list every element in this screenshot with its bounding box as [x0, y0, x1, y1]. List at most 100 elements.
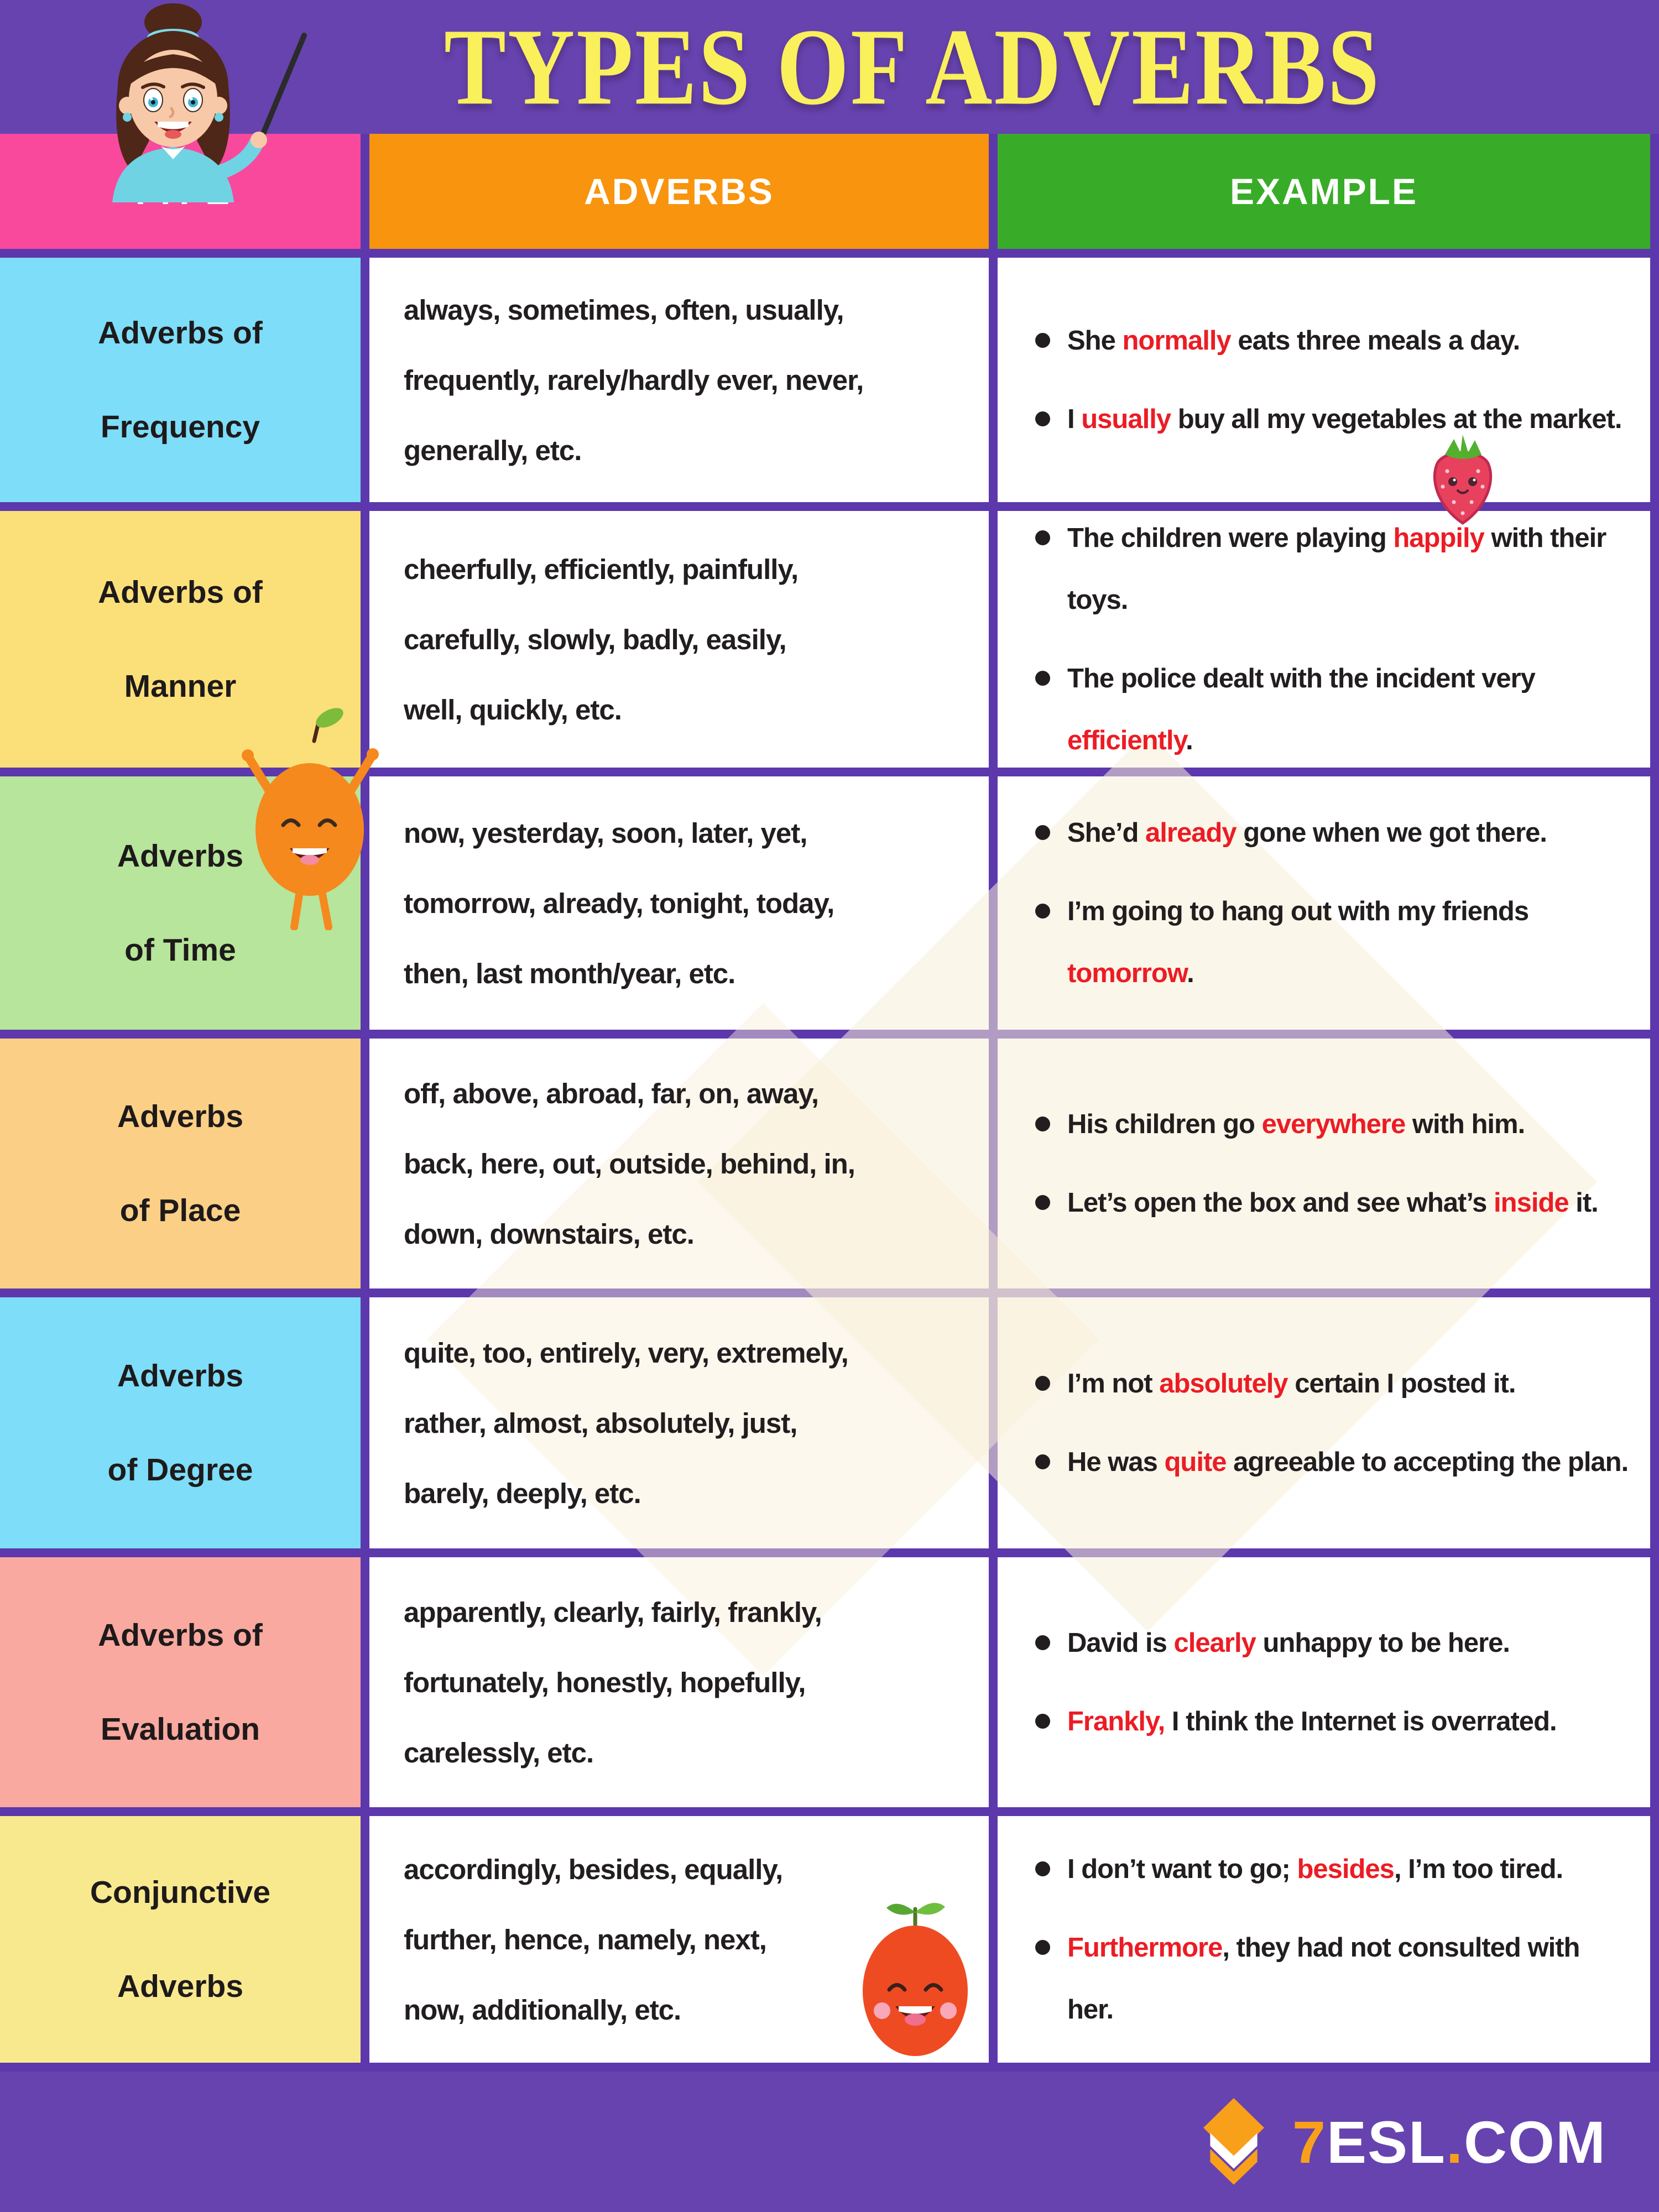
highlighted-adverb: everywhere	[1261, 1109, 1406, 1139]
example-text: agreeable to accepting the plan.	[1226, 1447, 1629, 1477]
highlighted-adverb: usually	[1081, 404, 1171, 434]
adverbs-list-text: always, sometimes, often, usually, frequ…	[404, 294, 864, 466]
adverbs-cell: quite, too, entirely, very, extremely, r…	[369, 1297, 989, 1548]
examples-cell: The children were playing happily with t…	[998, 511, 1650, 768]
example-text: His children go	[1067, 1109, 1262, 1139]
example-text: I	[1067, 404, 1082, 434]
example-text: I don’t want to go;	[1067, 1854, 1297, 1884]
examples-list: The children were playing happily with t…	[998, 491, 1650, 788]
page-title: TYPES OF ADVERBS	[444, 6, 1381, 128]
examples-list: She normally eats three meals a day. I us…	[998, 293, 1641, 467]
example-item: She normally eats three meals a day.	[1034, 310, 1622, 372]
example-text: .	[1186, 726, 1193, 755]
type-cell: Adverbs of Place	[0, 1039, 361, 1288]
example-text: She	[1067, 326, 1123, 356]
examples-list: His children go everywhere with him. Let’…	[998, 1077, 1617, 1250]
adverbs-cell: off, above, abroad, far, on, away, back,…	[369, 1039, 989, 1288]
highlighted-adverb: quite	[1164, 1447, 1227, 1477]
highlighted-adverb: happily	[1393, 523, 1485, 553]
highlighted-adverb: already	[1145, 818, 1237, 848]
brand-segment: ESL	[1326, 2108, 1447, 2176]
column-header-type: TYPE	[0, 134, 361, 249]
brand-logo-icon	[1203, 2098, 1264, 2185]
brand-text: 7ESL.COM	[1292, 2107, 1606, 2177]
type-label: Adverbs of Time	[117, 838, 244, 968]
example-text: it.	[1568, 1188, 1599, 1218]
highlighted-adverb: tomorrow	[1067, 958, 1187, 988]
example-text: with their toys.	[1067, 523, 1606, 615]
example-text: gone when we got there.	[1236, 818, 1547, 848]
example-text: , I’m too tired.	[1394, 1854, 1563, 1884]
highlighted-adverb: Frankly,	[1067, 1707, 1165, 1736]
highlighted-adverb: besides	[1297, 1854, 1394, 1884]
type-cell: Conjunctive Adverbs	[0, 1816, 361, 2063]
examples-cell: I’m not absolutely certain I posted it. H…	[998, 1297, 1650, 1548]
highlighted-adverb: absolutely	[1159, 1369, 1288, 1399]
example-text: I’m not	[1067, 1369, 1160, 1399]
adverbs-list-text: quite, too, entirely, very, extremely, r…	[404, 1337, 849, 1509]
example-text: I’m going to hang out with my friends	[1067, 896, 1529, 926]
example-item: I don’t want to go; besides, I’m too tir…	[1034, 1838, 1631, 1900]
examples-cell: She normally eats three meals a day. I us…	[998, 258, 1650, 502]
highlighted-adverb: Furthermore	[1067, 1933, 1223, 1963]
examples-cell: She’d already gone when we got there. I’m…	[998, 776, 1650, 1030]
examples-cell: I don’t want to go; besides, I’m too tir…	[998, 1816, 1650, 2063]
highlighted-adverb: inside	[1494, 1188, 1569, 1218]
adverbs-cell: cheerfully, efficiently, painfully, care…	[369, 511, 989, 768]
type-label: Adverbs of Evaluation	[98, 1618, 263, 1747]
example-item: The children were playing happily with t…	[1034, 507, 1631, 631]
example-text: with him.	[1405, 1109, 1525, 1139]
brand-segment: COM	[1464, 2108, 1606, 2176]
example-text: He was	[1067, 1447, 1165, 1477]
column-header-example: EXAMPLE	[998, 134, 1650, 249]
adverbs-table: TYPE ADVERBS EXAMPLE Adverbs of Frequenc…	[0, 134, 1659, 2072]
example-item: I usually buy all my vegetables at the m…	[1034, 388, 1623, 450]
example-item: He was quite agreeable to accepting the …	[1034, 1431, 1629, 1493]
examples-list: She’d already gone when we got there. I’m…	[998, 785, 1650, 1021]
highlighted-adverb: clearly	[1173, 1628, 1256, 1658]
example-item: She’d already gone when we got there.	[1034, 802, 1631, 864]
column-header-type-label: TYPE	[129, 171, 232, 212]
examples-cell: His children go everywhere with him. Let’…	[998, 1039, 1650, 1288]
column-header-example-label: EXAMPLE	[1229, 171, 1418, 212]
example-text: , they had not consulted with her.	[1067, 1933, 1580, 2025]
examples-list: I don’t want to go; besides, I’m too tir…	[998, 1822, 1650, 2057]
example-item: His children go everywhere with him.	[1034, 1093, 1598, 1155]
example-text: David is	[1067, 1628, 1174, 1658]
adverbs-list-text: apparently, clearly, fairly, frankly, fo…	[404, 1596, 822, 1768]
example-text: eats three meals a day.	[1230, 326, 1520, 356]
adverbs-cell: now, yesterday, soon, later, yet, tomorr…	[369, 776, 989, 1030]
type-cell: Adverbs of Evaluation	[0, 1557, 361, 1807]
example-item: Let’s open the box and see what’s inside…	[1034, 1172, 1599, 1234]
example-item: I’m going to hang out with my friends to…	[1034, 880, 1631, 1004]
type-label: Adverbs of Place	[117, 1099, 244, 1228]
example-text: She’d	[1067, 818, 1146, 848]
examples-list: I’m not absolutely certain I posted it. H…	[998, 1336, 1647, 1510]
adverbs-list-text: now, yesterday, soon, later, yet, tomorr…	[404, 817, 834, 989]
type-cell: Adverbs of Frequency	[0, 258, 361, 502]
example-text: Let’s open the box and see what’s	[1067, 1188, 1494, 1218]
brand-segment: 7	[1292, 2108, 1327, 2176]
example-item: The police dealt with the incident very …	[1034, 648, 1631, 771]
type-label: Adverbs of Manner	[98, 575, 263, 704]
example-item: David is clearly unhappy to be here.	[1034, 1612, 1557, 1674]
type-cell: Adverbs of Degree	[0, 1297, 361, 1548]
type-label: Conjunctive Adverbs	[90, 1875, 271, 2004]
highlighted-adverb: normally	[1122, 326, 1231, 356]
example-text: The children were playing	[1067, 523, 1394, 553]
highlighted-adverb: efficiently	[1067, 726, 1186, 755]
example-text: buy all my vegetables at the market.	[1171, 404, 1623, 434]
example-text: unhappy to be here.	[1255, 1628, 1510, 1658]
example-text: The police dealt with the incident very	[1067, 664, 1536, 693]
example-item: I’m not absolutely certain I posted it.	[1034, 1353, 1628, 1415]
type-cell: Adverbs of Time	[0, 776, 361, 1030]
example-text: .	[1187, 958, 1194, 988]
type-cell: Adverbs of Manner	[0, 511, 361, 768]
column-header-adverbs: ADVERBS	[369, 134, 989, 249]
adverbs-cell: accordingly, besides, equally, further, …	[369, 1816, 989, 2063]
example-item: Furthermore, they had not consulted with…	[1034, 1917, 1631, 2041]
adverbs-list-text: off, above, abroad, far, on, away, back,…	[404, 1077, 855, 1250]
adverbs-list-text: accordingly, besides, equally, further, …	[404, 1853, 783, 2026]
example-text: certain I posted it.	[1287, 1369, 1516, 1399]
